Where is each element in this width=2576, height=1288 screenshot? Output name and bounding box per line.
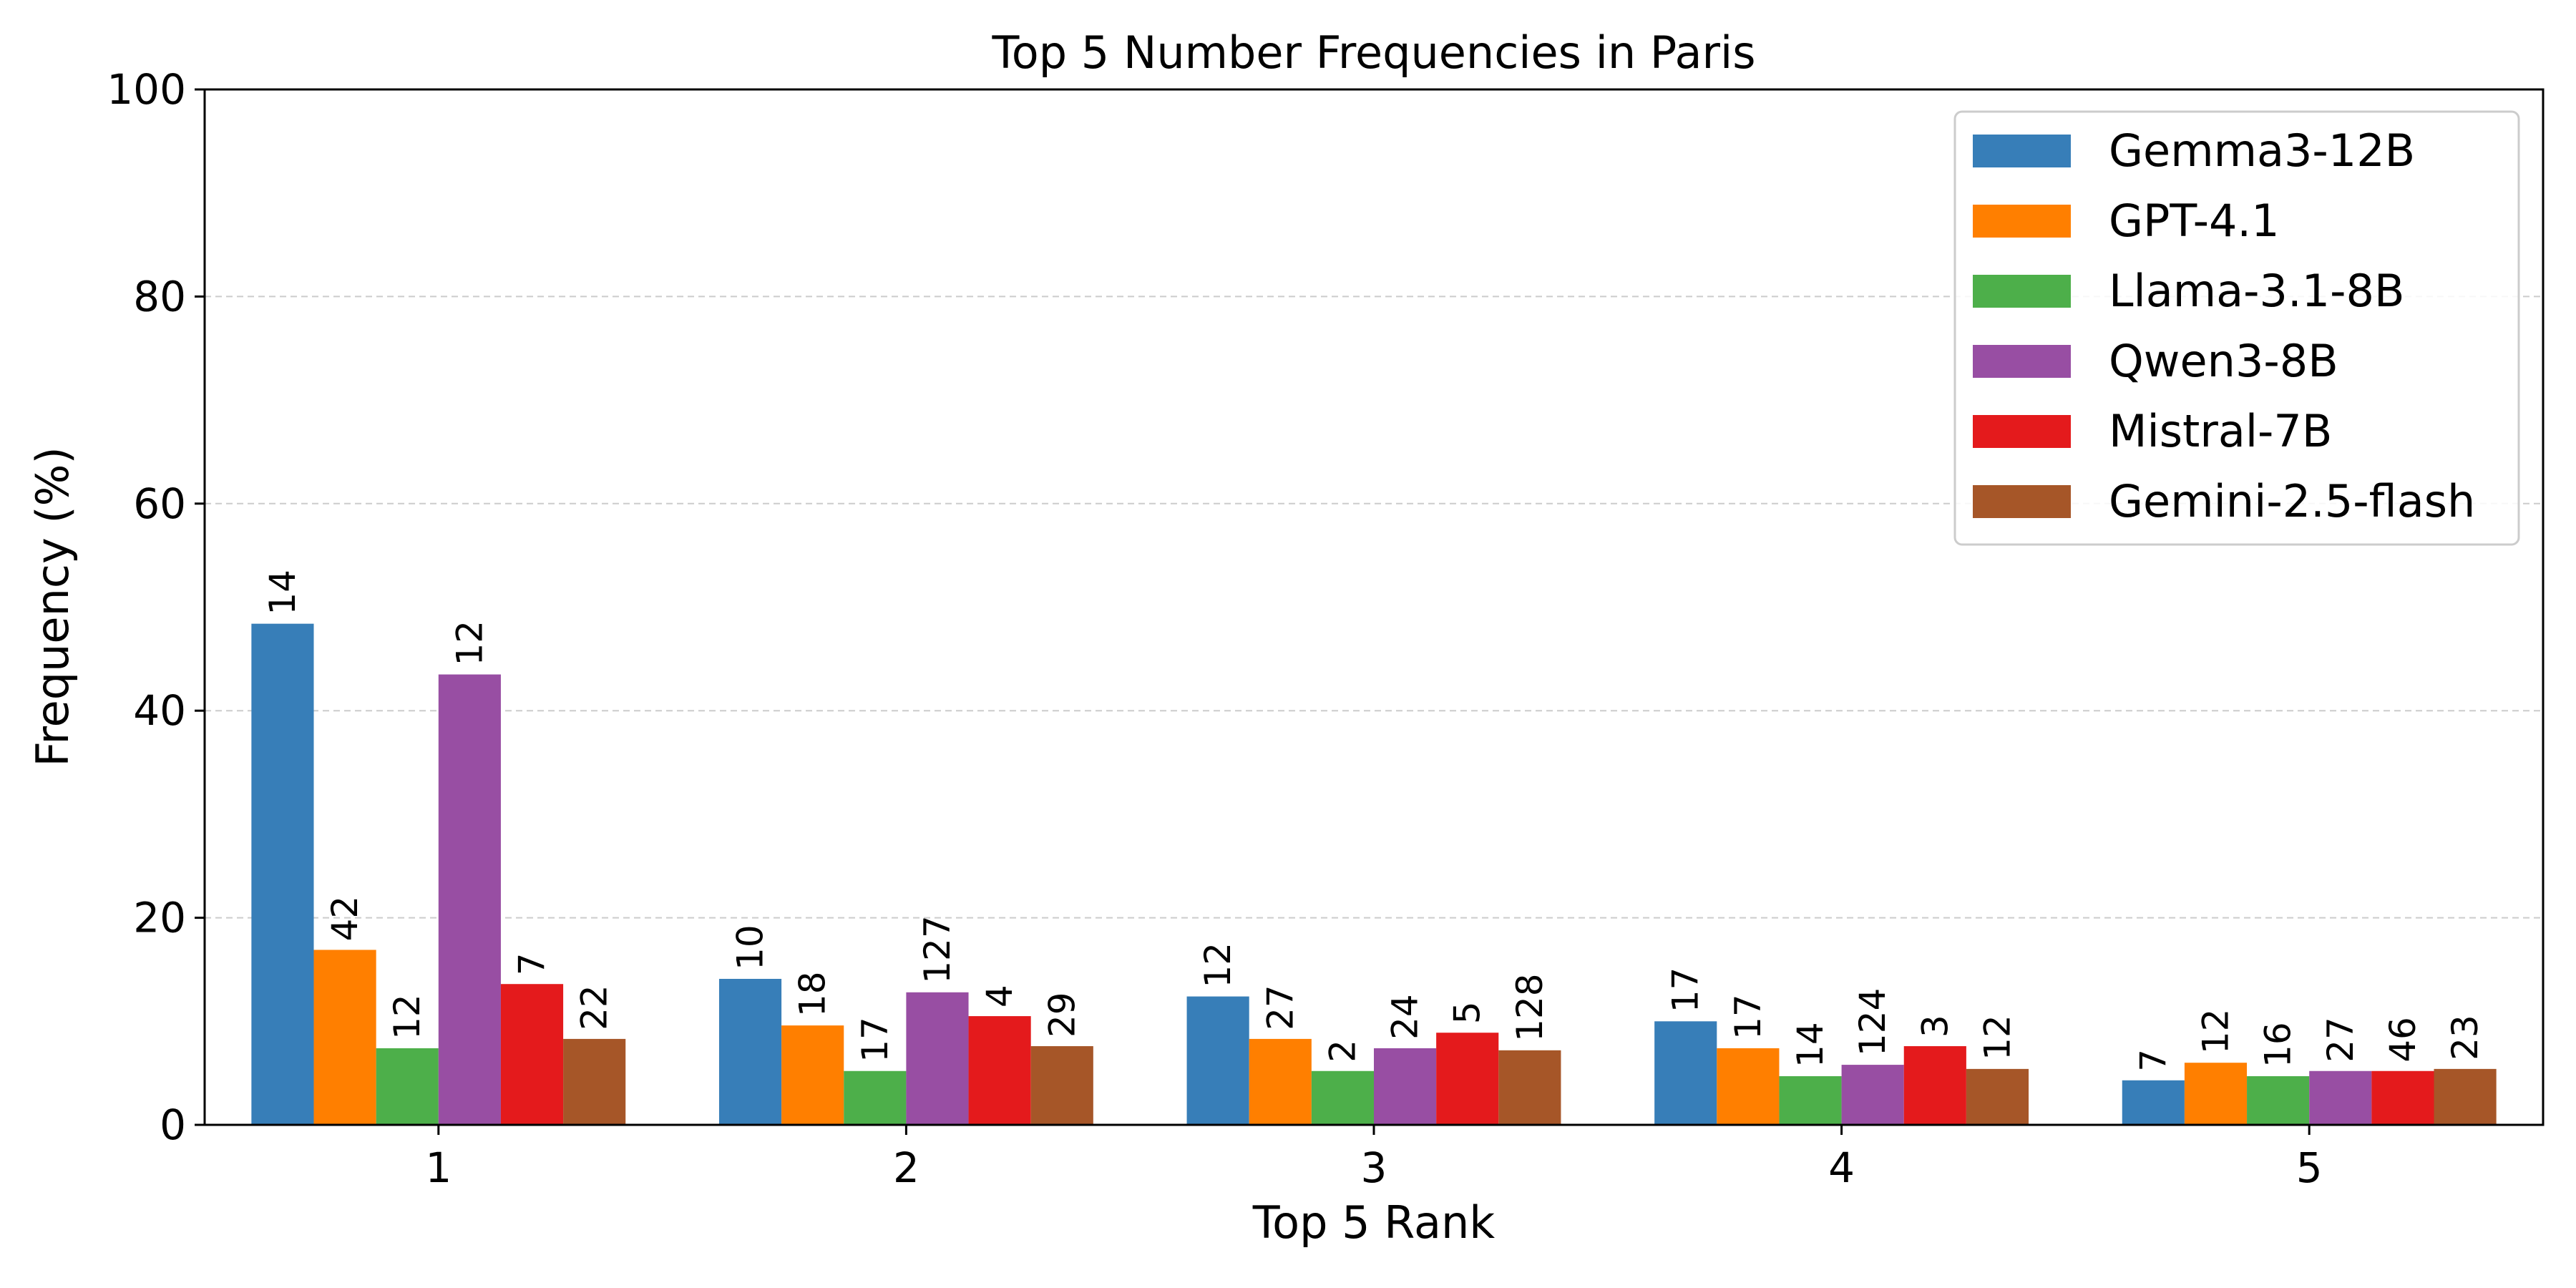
bar-label: 12: [2195, 1009, 2236, 1055]
bar-label: 18: [792, 971, 834, 1017]
bar-label: 17: [1665, 967, 1707, 1013]
bar: [2371, 1070, 2434, 1125]
bar: [1654, 1021, 1717, 1125]
bar: [1779, 1075, 1842, 1125]
bar-label: 46: [2382, 1017, 2424, 1063]
bar-label: 4: [979, 985, 1020, 1008]
bar-label: 12: [1976, 1015, 2018, 1060]
bar: [1498, 1050, 1561, 1125]
legend-swatch: [1973, 275, 2071, 308]
bar-label: 3: [1914, 1015, 1956, 1038]
bar-label: 12: [386, 994, 428, 1040]
legend-label: GPT-4.1: [2109, 195, 2280, 247]
legend-label: Gemini-2.5-flash: [2109, 475, 2475, 527]
x-tick-label: 5: [2296, 1143, 2323, 1192]
y-tick-label: 100: [107, 65, 186, 114]
bar: [1311, 1070, 1374, 1125]
legend-label: Gemma3-12B: [2109, 125, 2415, 177]
bar: [2184, 1063, 2248, 1125]
bar: [718, 978, 782, 1125]
bar-label: 27: [2320, 1017, 2361, 1063]
legend: Gemma3-12B GPT-4.1 Llama-3.1-8B Qwen3-8B Mis…: [1953, 110, 2520, 546]
bar: [1186, 996, 1249, 1125]
y-tick-label: 20: [133, 894, 186, 942]
bar: [1436, 1033, 1499, 1125]
bar: [438, 674, 501, 1125]
bar: [251, 623, 314, 1125]
x-tick-label: 3: [1361, 1143, 1387, 1192]
bar: [1966, 1068, 2029, 1125]
legend-label: Mistral-7B: [2109, 405, 2332, 457]
bar: [313, 950, 376, 1125]
x-tick-label: 1: [425, 1143, 452, 1192]
y-tick-label: 60: [133, 479, 186, 528]
legend-swatch: [1973, 135, 2071, 167]
bar: [2247, 1075, 2310, 1125]
bars: [251, 623, 2497, 1125]
bar-label: 14: [1790, 1022, 1831, 1068]
bar-label: 7: [512, 952, 553, 975]
legend-frame: [1953, 110, 2520, 546]
bar-label: 7: [2132, 1049, 2174, 1072]
bar-label: 2: [1322, 1040, 1363, 1063]
bar-label: 12: [1197, 942, 1239, 988]
bar-label: 124: [1852, 988, 1893, 1056]
bar: [844, 1070, 907, 1125]
y-axis-ticks: 0 20 40 60 80 100: [107, 65, 205, 1149]
legend-swatch: [1973, 205, 2071, 238]
bar-label: 5: [1447, 1001, 1488, 1024]
chart-title: Top 5 Number Frequencies in Paris: [991, 26, 1755, 79]
bar: [376, 1048, 439, 1125]
x-axis-label: Top 5 Rank: [1252, 1196, 1495, 1249]
bar: [1841, 1065, 1904, 1125]
bar: [906, 992, 969, 1125]
bar-label: 24: [1385, 994, 1426, 1040]
bar: [1030, 1046, 1093, 1125]
x-tick-label: 4: [1828, 1143, 1855, 1192]
x-axis-ticks: 1 2 3 4 5: [425, 1125, 2323, 1192]
bar: [2434, 1068, 2497, 1125]
bar: [968, 1016, 1031, 1125]
bar: [1903, 1046, 1966, 1125]
bar-label: 10: [730, 924, 771, 970]
bar-label: 42: [324, 896, 366, 942]
bar-label: 17: [854, 1017, 896, 1063]
bar-label: 17: [1727, 994, 1769, 1040]
y-axis-label: Frequency (%): [26, 447, 79, 766]
y-tick-label: 0: [160, 1101, 186, 1149]
bar-label: 12: [449, 620, 490, 666]
bar: [781, 1025, 844, 1125]
bar-label: 22: [574, 985, 615, 1030]
legend-swatch: [1973, 485, 2071, 518]
bar-label: 29: [1041, 992, 1083, 1038]
bar: [2309, 1070, 2372, 1125]
bar: [563, 1038, 626, 1125]
x-tick-label: 2: [893, 1143, 919, 1192]
legend-swatch: [1973, 415, 2071, 448]
legend-label: Llama-3.1-8B: [2109, 265, 2404, 317]
bar: [500, 984, 564, 1125]
y-tick-label: 80: [133, 272, 186, 321]
bar-label: 127: [917, 915, 958, 983]
bar: [1249, 1038, 1312, 1125]
bar: [1374, 1048, 1437, 1125]
bar-label: 14: [262, 570, 303, 615]
bar: [2122, 1080, 2185, 1125]
legend-label: Qwen3-8B: [2109, 335, 2338, 387]
legend-swatch: [1973, 345, 2071, 378]
bar: [1717, 1048, 1780, 1125]
y-tick-label: 40: [133, 686, 186, 735]
bar-label: 23: [2444, 1015, 2486, 1060]
bar-label: 27: [1259, 985, 1301, 1030]
bar-label: 16: [2258, 1022, 2299, 1068]
bar-label: 128: [1509, 973, 1551, 1041]
